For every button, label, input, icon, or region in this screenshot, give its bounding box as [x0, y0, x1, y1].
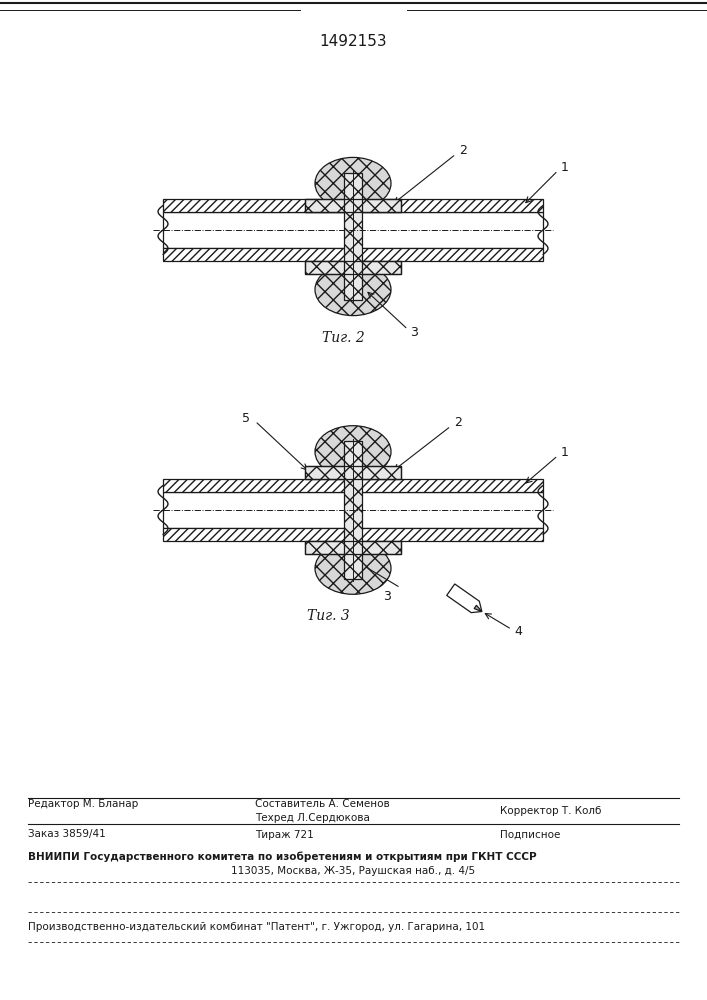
Text: Производственно-издательский комбинат "Патент", г. Ужгород, ул. Гагарина, 101: Производственно-издательский комбинат "П… [28, 922, 485, 932]
Text: 2: 2 [454, 416, 462, 430]
Text: 113035, Москва, Ж-35, Раушская наб., д. 4/5: 113035, Москва, Ж-35, Раушская наб., д. … [231, 865, 475, 876]
Bar [344, 441, 362, 579]
Text: 4: 4 [515, 625, 522, 638]
Bar [344, 173, 362, 300]
Bar [163, 212, 543, 248]
Text: Корректор Т. Колб: Корректор Т. Колб [500, 806, 602, 816]
Bar [305, 261, 401, 274]
Bar [305, 261, 401, 274]
Bar [305, 541, 401, 554]
Bar [305, 466, 401, 479]
Text: Τиг. 2: Τиг. 2 [322, 331, 364, 345]
Bar [305, 199, 401, 212]
Text: Редактор М. Бланар: Редактор М. Бланар [28, 799, 139, 809]
Polygon shape [474, 605, 482, 611]
Text: Заказ 3859/41: Заказ 3859/41 [28, 830, 106, 840]
Text: 3: 3 [383, 590, 391, 603]
Text: 5: 5 [242, 412, 250, 424]
Ellipse shape [315, 426, 391, 478]
Bar [163, 248, 543, 261]
Bar [305, 466, 401, 479]
Bar [163, 199, 543, 212]
Text: Тираж 721: Тираж 721 [255, 830, 314, 840]
Ellipse shape [315, 542, 391, 594]
Text: Подписное: Подписное [500, 830, 561, 840]
Polygon shape [447, 584, 482, 613]
Text: 3: 3 [410, 326, 418, 339]
Text: Техред Л.Сердюкова: Техред Л.Сердюкова [255, 813, 370, 823]
Ellipse shape [315, 264, 391, 316]
Text: 2: 2 [459, 144, 467, 157]
Text: ВНИИПИ Государственного комитета по изобретениям и открытиям при ГКНТ СССР: ВНИИПИ Государственного комитета по изоб… [28, 851, 537, 862]
Bar [305, 541, 401, 554]
Bar [163, 479, 543, 492]
Text: 1492153: 1492153 [319, 34, 387, 49]
Text: Τиг. 3: Τиг. 3 [307, 609, 349, 623]
Bar [305, 199, 401, 212]
Text: Составитель А. Семенов: Составитель А. Семенов [255, 799, 390, 809]
Text: 1: 1 [561, 446, 569, 459]
Bar [163, 528, 543, 541]
Bar [163, 492, 543, 528]
Ellipse shape [315, 157, 391, 209]
Text: 1: 1 [561, 161, 569, 174]
